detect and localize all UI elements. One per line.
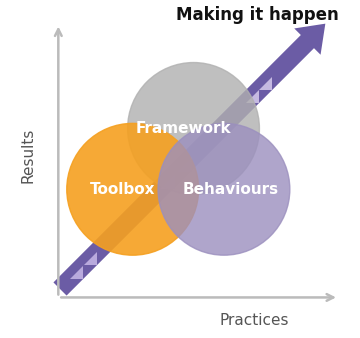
Text: Framework: Framework <box>136 121 231 136</box>
Polygon shape <box>246 90 259 103</box>
Polygon shape <box>160 174 175 189</box>
Polygon shape <box>260 77 272 90</box>
FancyArrow shape <box>53 24 325 295</box>
Text: Behaviours: Behaviours <box>183 182 279 197</box>
Polygon shape <box>177 157 192 172</box>
Circle shape <box>127 63 260 194</box>
Polygon shape <box>70 266 83 279</box>
Text: Results: Results <box>21 128 35 183</box>
Polygon shape <box>84 252 96 265</box>
Circle shape <box>158 123 290 255</box>
Circle shape <box>67 123 199 255</box>
Text: Toolbox: Toolbox <box>90 182 155 197</box>
Text: Practices: Practices <box>220 313 289 328</box>
Text: Making it happen: Making it happen <box>176 6 339 24</box>
